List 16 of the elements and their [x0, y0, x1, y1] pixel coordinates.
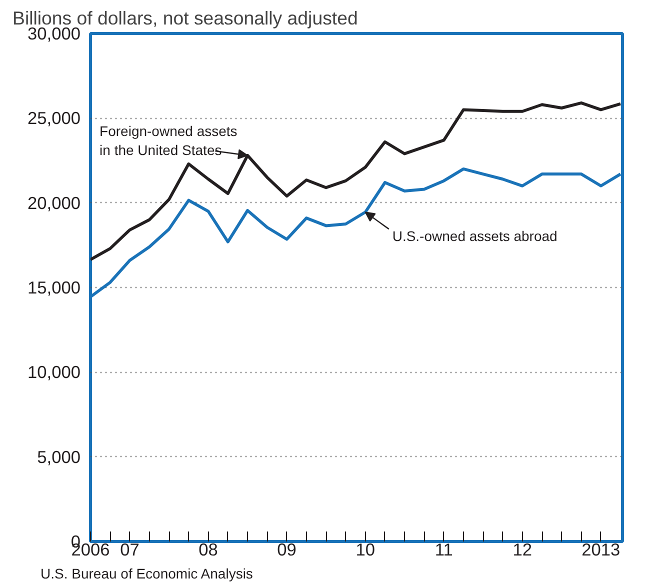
y-tick-label: 25,000: [28, 108, 80, 128]
x-tick-label: 08: [198, 540, 218, 560]
y-tick-label: 10,000: [28, 362, 80, 382]
x-tick-label: 09: [277, 540, 296, 560]
y-tick-label: 5,000: [37, 446, 81, 467]
line-series: [90, 101, 622, 262]
series-label: Foreign-owned assets in the United States: [100, 122, 238, 158]
x-tick-label: 10: [356, 540, 375, 560]
y-tick-label: 20,000: [28, 192, 80, 213]
y-tick-label: 15,000: [28, 278, 80, 298]
x-tick-label: 07: [120, 540, 140, 560]
x-tick-label: 12: [512, 540, 532, 560]
x-tick-label: 11: [434, 540, 453, 560]
text: U.S. Bureau of Economic Analysis: [40, 566, 253, 582]
x-tick-label: 2013: [582, 540, 620, 560]
text: U.S.-owned assets abroad: [392, 228, 558, 244]
